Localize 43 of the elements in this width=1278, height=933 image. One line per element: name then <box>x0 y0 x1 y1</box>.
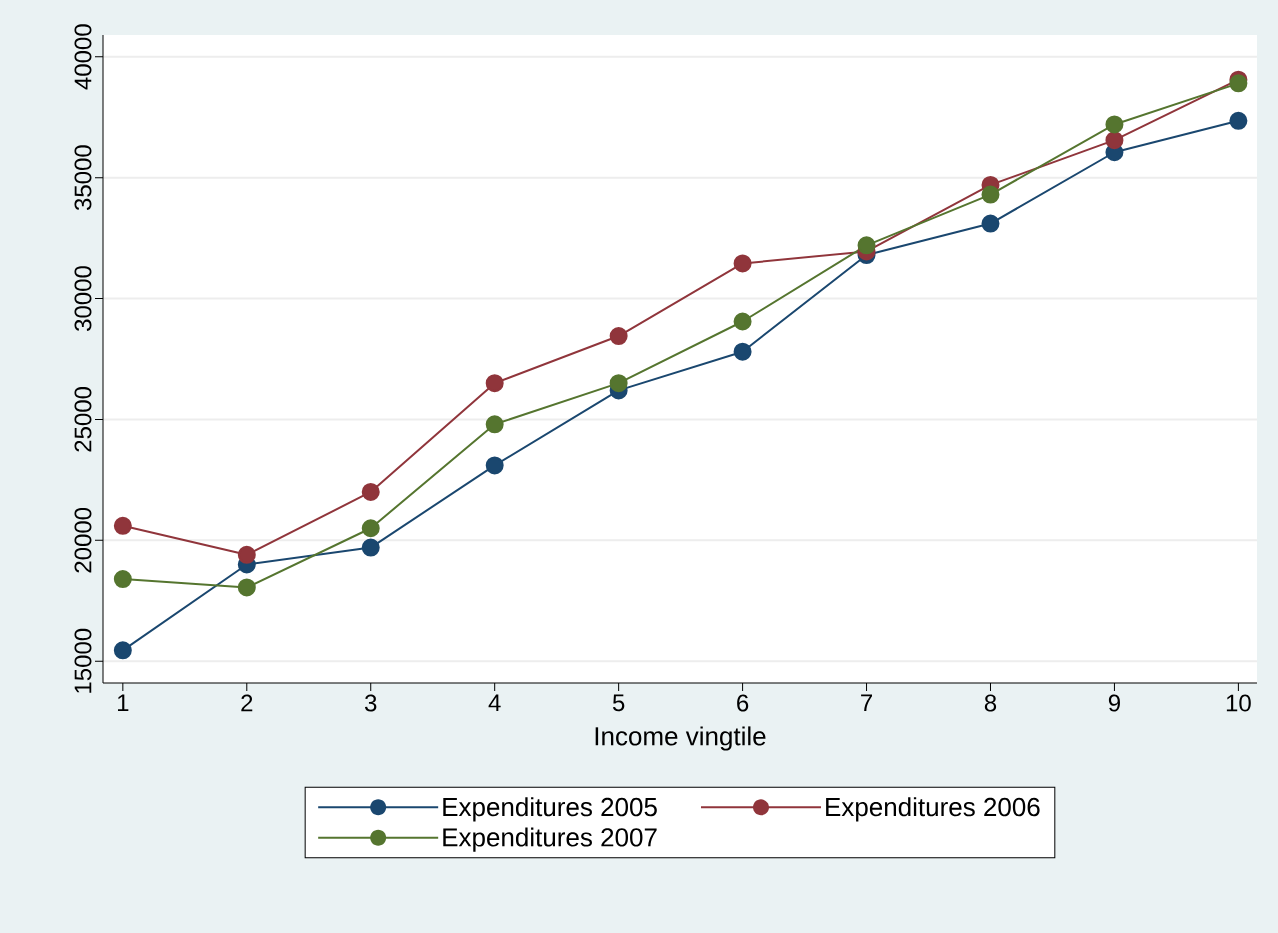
point <box>733 342 752 361</box>
point <box>981 214 1000 233</box>
point <box>237 578 256 597</box>
point <box>237 545 256 564</box>
point <box>857 236 876 255</box>
point <box>609 374 628 393</box>
y-tick-label: 25000 <box>74 387 92 452</box>
point <box>113 570 132 589</box>
x-tick-label: 3 <box>364 694 377 712</box>
point <box>981 185 1000 204</box>
point <box>733 312 752 331</box>
x-tick-label: 9 <box>1108 694 1120 712</box>
legend-label: Expenditures 2006 <box>826 797 1040 822</box>
point <box>485 374 504 393</box>
point <box>113 516 132 535</box>
x-tick-label: 5 <box>612 694 625 712</box>
x-tick-label: 6 <box>737 694 749 712</box>
point <box>485 456 504 475</box>
x-tick-label: 1 <box>118 694 129 712</box>
x-axis-title: Income vingtile <box>595 726 766 751</box>
y-tick-label: 40000 <box>74 24 92 90</box>
y-tick-label: 20000 <box>74 507 92 573</box>
point <box>361 482 380 501</box>
point <box>485 415 504 434</box>
y-tick-label: 15000 <box>74 628 92 693</box>
point <box>1105 131 1124 150</box>
x-tick-label: 8 <box>984 694 997 712</box>
point <box>361 519 380 538</box>
point <box>1105 115 1124 134</box>
x-tick-label: 4 <box>488 694 501 712</box>
point <box>1229 74 1248 93</box>
point <box>113 641 132 660</box>
point <box>361 538 380 557</box>
x-tick-label: 10 <box>1226 694 1251 712</box>
y-tick-label: 30000 <box>74 266 92 331</box>
x-tick-label: 2 <box>241 694 253 712</box>
legend-label: Expenditures 2007 <box>443 827 657 852</box>
x-tick-label: 7 <box>861 694 872 712</box>
point <box>609 327 628 346</box>
y-tick-label: 35000 <box>74 145 92 211</box>
point <box>733 254 752 273</box>
legend-label: Expenditures 2005 <box>443 797 657 822</box>
point <box>1229 111 1248 130</box>
